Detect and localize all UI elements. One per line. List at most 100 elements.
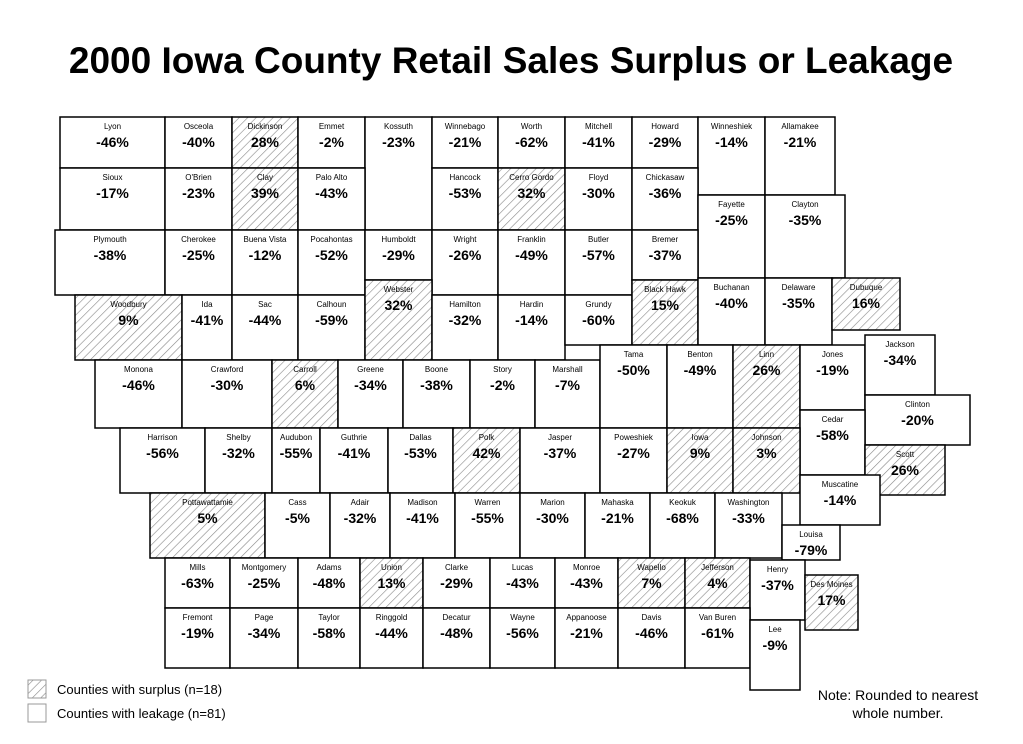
county-value: -27% — [617, 445, 650, 461]
county-name: Kossuth — [384, 122, 413, 131]
county-value: -7% — [555, 377, 580, 393]
county-value: -55% — [471, 510, 504, 526]
title: 2000 Iowa County Retail Sales Surplus or… — [69, 40, 953, 81]
county-value: 3% — [756, 445, 777, 461]
county-value: 32% — [384, 297, 413, 313]
county-name: Marshall — [552, 365, 582, 374]
county-value: 26% — [891, 462, 920, 478]
county-name: Ida — [201, 300, 213, 309]
county-value: -43% — [315, 185, 348, 201]
county-value: 26% — [752, 362, 781, 378]
county-name: Montgomery — [242, 563, 286, 572]
county-value: -43% — [570, 575, 603, 591]
county-value: -25% — [248, 575, 281, 591]
county-name: Jasper — [548, 433, 572, 442]
county — [804, 574, 859, 631]
county-value: -23% — [382, 134, 415, 150]
county — [631, 279, 699, 346]
county-name: Buena Vista — [244, 235, 288, 244]
county-name: Polk — [479, 433, 496, 442]
county-value: -38% — [420, 377, 453, 393]
county-value: -2% — [319, 134, 344, 150]
county-name: Cerro Gordo — [509, 173, 554, 182]
county-name: Pottawattamie — [182, 498, 233, 507]
county-value: -49% — [515, 247, 548, 263]
county-value: -56% — [506, 625, 539, 641]
county-name: Delaware — [782, 283, 816, 292]
county-value: -25% — [715, 212, 748, 228]
county — [534, 359, 601, 429]
county-name: Lucas — [512, 563, 533, 572]
county-value: -49% — [684, 362, 717, 378]
county — [497, 294, 566, 361]
county — [431, 294, 499, 361]
county-value: -52% — [315, 247, 348, 263]
county-value: -68% — [666, 510, 699, 526]
county-value: -34% — [248, 625, 281, 641]
county-name: Greene — [357, 365, 384, 374]
county — [864, 444, 946, 496]
county-name: Lee — [768, 625, 782, 634]
county — [864, 334, 936, 396]
county-value: -9% — [763, 637, 788, 653]
legend-label: Counties with surplus (n=18) — [57, 682, 222, 697]
county-name: Benton — [687, 350, 712, 359]
county-value: -21% — [570, 625, 603, 641]
county-value: -53% — [404, 445, 437, 461]
county-name: Hardin — [520, 300, 544, 309]
county — [231, 167, 299, 231]
county-name: Linn — [759, 350, 774, 359]
county — [164, 116, 233, 169]
county-name: Jackson — [885, 340, 914, 349]
county — [831, 277, 901, 331]
county-value: -34% — [354, 377, 387, 393]
county-value: -41% — [338, 445, 371, 461]
county-value: 17% — [817, 592, 846, 608]
county-value: -56% — [146, 445, 179, 461]
county-name: Henry — [767, 565, 788, 574]
county — [454, 492, 521, 559]
county-name: Floyd — [589, 173, 609, 182]
county-value: -21% — [601, 510, 634, 526]
county-name: Davis — [641, 613, 661, 622]
county — [649, 492, 716, 559]
county-value: -34% — [884, 352, 917, 368]
county-name: Monroe — [573, 563, 601, 572]
county — [422, 607, 491, 669]
county-name: Guthrie — [341, 433, 368, 442]
county-name: Audubon — [280, 433, 312, 442]
county — [749, 619, 801, 691]
county — [564, 294, 633, 346]
county — [714, 492, 783, 559]
county-name: Clinton — [905, 400, 930, 409]
county-value: -57% — [582, 247, 615, 263]
county — [59, 167, 166, 231]
county-name: Mitchell — [585, 122, 612, 131]
county — [564, 229, 633, 296]
county-name: Des Moines — [810, 580, 852, 589]
county-name: Buchanan — [713, 283, 749, 292]
county-name: Pocahontas — [310, 235, 352, 244]
county-value: -2% — [490, 377, 515, 393]
county-value: -25% — [182, 247, 215, 263]
county — [359, 607, 424, 669]
county — [297, 557, 361, 609]
county-value: -37% — [761, 577, 794, 593]
county-name: Ringgold — [376, 613, 408, 622]
county-value: -60% — [582, 312, 615, 328]
county-value: -43% — [506, 575, 539, 591]
county-name: Johnson — [751, 433, 781, 442]
county-value: -21% — [449, 134, 482, 150]
county-name: Washington — [728, 498, 770, 507]
county-value: -44% — [249, 312, 282, 328]
county-name: Butler — [588, 235, 609, 244]
county-value: -32% — [344, 510, 377, 526]
county — [271, 359, 339, 429]
county-value: -44% — [375, 625, 408, 641]
county-name: Adams — [317, 563, 342, 572]
county-value: -14% — [824, 492, 857, 508]
county-name: Jones — [822, 350, 843, 359]
county — [599, 344, 668, 429]
county-name: Clarke — [445, 563, 469, 572]
